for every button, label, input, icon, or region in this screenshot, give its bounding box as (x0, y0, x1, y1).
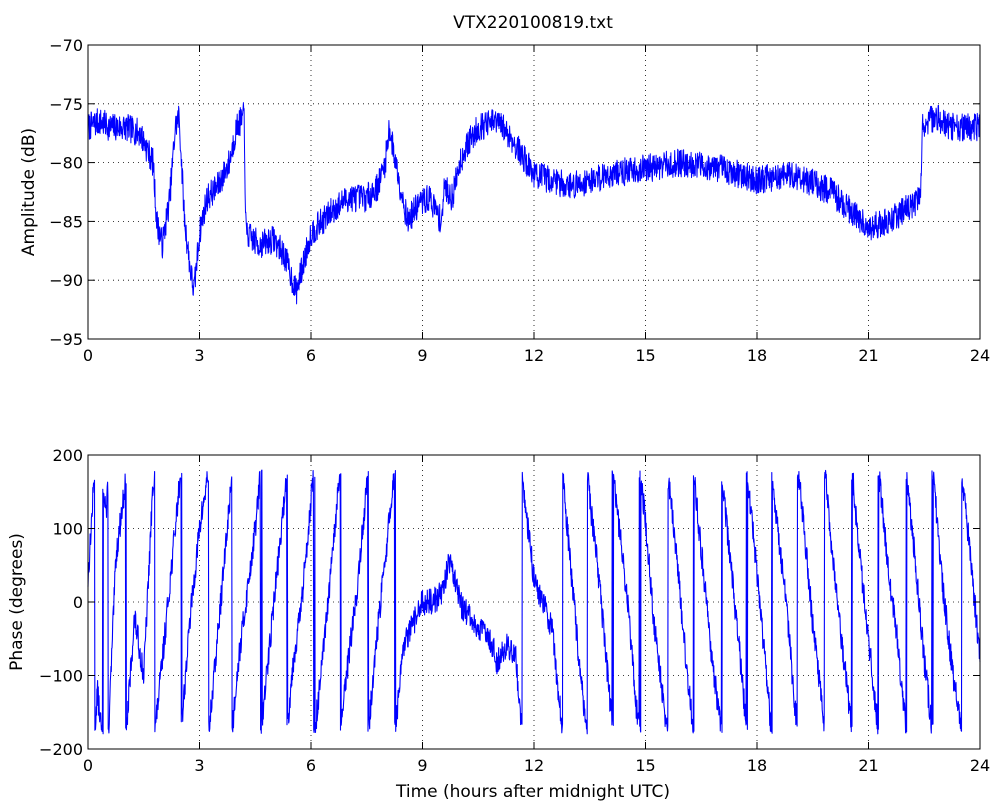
amplitude-x-tick-label: 15 (635, 346, 655, 365)
amplitude-plot-area (88, 45, 980, 339)
y-axis-label-amplitude: Amplitude (dB) (19, 128, 39, 256)
phase-x-tick-label: 6 (306, 756, 316, 775)
amplitude-x-tick-label: 9 (417, 346, 427, 365)
amplitude-x-tick-label: 12 (524, 346, 544, 365)
x-axis-label-time: Time (hours after midnight UTC) (395, 782, 670, 802)
phase-x-tick-label: 18 (747, 756, 767, 775)
phase-x-tick-label: 15 (635, 756, 655, 775)
phase-x-tick-label: 9 (417, 756, 427, 775)
phase-y-tick-label: −200 (39, 740, 83, 759)
phase-y-tick-label: 0 (73, 593, 83, 612)
amplitude-y-tick-label: −95 (49, 330, 83, 349)
amplitude-y-tick-label: −75 (49, 95, 83, 114)
amplitude-x-tick-label: 21 (858, 346, 878, 365)
amplitude-x-tick-label: 3 (194, 346, 204, 365)
chart-title: VTX220100819.txt (453, 13, 613, 33)
amplitude-x-tick-label: 24 (970, 346, 990, 365)
amplitude-y-tick-label: −70 (49, 36, 83, 55)
amplitude-y-tick-label: −90 (49, 271, 83, 290)
y-axis-label-phase: Phase (degrees) (7, 533, 27, 671)
amplitude-x-tick-label: 0 (83, 346, 93, 365)
phase-x-tick-label: 12 (524, 756, 544, 775)
phase-series-line (87, 469, 981, 735)
amplitude-x-tick-label: 6 (306, 346, 316, 365)
phase-y-tick-label: 200 (52, 446, 83, 465)
phase-plot: Phase (degrees) Time (hours after midnig… (7, 446, 990, 802)
phase-x-tick-label: 24 (970, 756, 990, 775)
amplitude-x-tick-label: 18 (747, 346, 767, 365)
amplitude-plot: VTX220100819.txt Amplitude (dB) 0 3 6 9 12 15… (19, 13, 990, 365)
phase-y-tick-label: −100 (39, 667, 83, 686)
amplitude-series-line (87, 102, 981, 305)
amplitude-y-tick-label: −80 (49, 154, 83, 173)
amplitude-y-tick-label: −85 (49, 212, 83, 231)
phase-x-tick-label: 0 (83, 756, 93, 775)
phase-y-tick-label: 100 (52, 520, 83, 539)
phase-x-tick-label: 21 (858, 756, 878, 775)
phase-x-tick-label: 3 (194, 756, 204, 775)
